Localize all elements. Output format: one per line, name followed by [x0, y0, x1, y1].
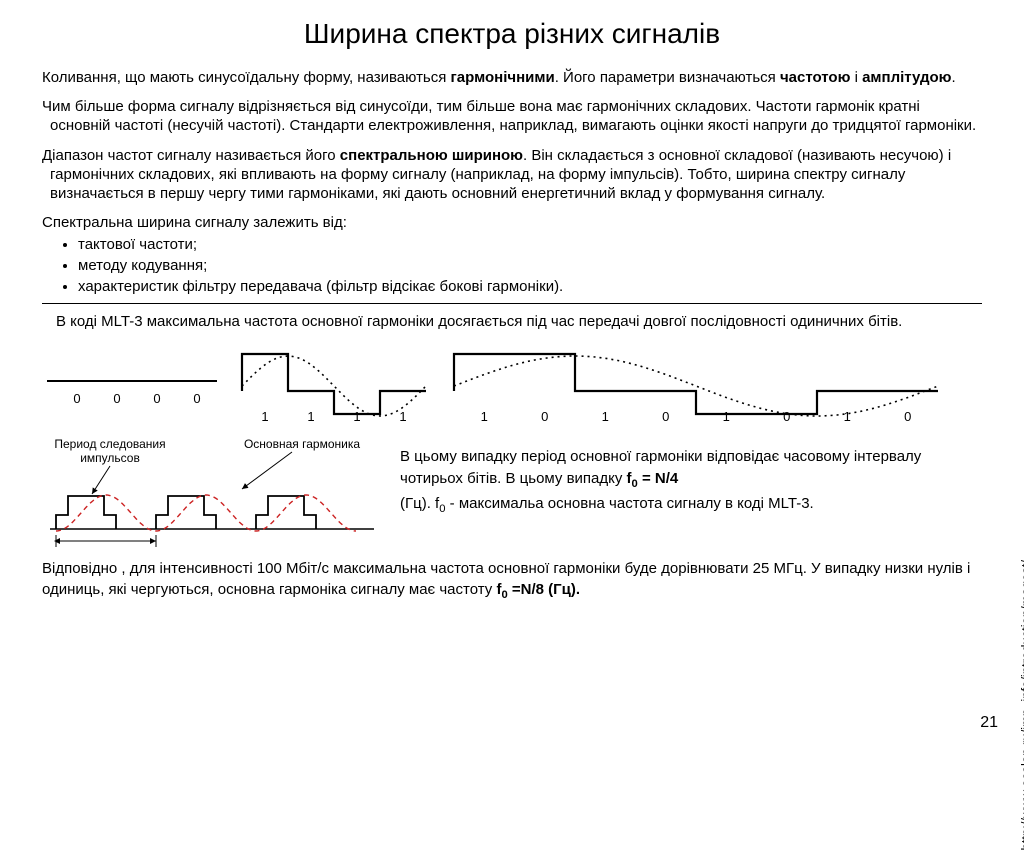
bullet-list: тактової частоти; методу кодування; хара… — [42, 234, 982, 297]
para-4: Спектральна ширина сигналу залежить від: — [42, 213, 982, 232]
svg-text:0: 0 — [153, 391, 160, 406]
divider — [42, 303, 982, 304]
harmonic-explain: В цьому випадку період основної гармонік… — [400, 434, 982, 518]
waveform-zeros: 0 0 0 0 — [42, 336, 222, 426]
source-url: http://www.ecolan.ru/imp_info/introducti… — [1018, 560, 1024, 850]
svg-text:1: 1 — [261, 409, 268, 424]
svg-text:0: 0 — [662, 409, 669, 424]
svg-text:0: 0 — [193, 391, 200, 406]
svg-text:1: 1 — [602, 409, 609, 424]
svg-text:Период следования: Период следования — [54, 437, 165, 451]
list-item: характеристик фільтру передавача (фільтр… — [78, 276, 982, 297]
svg-text:0: 0 — [113, 391, 120, 406]
para-3: Діапазон частот сигналу називається його… — [42, 146, 982, 204]
svg-text:1: 1 — [723, 409, 730, 424]
svg-text:импульсов: импульсов — [80, 451, 140, 465]
page-number: 21 — [980, 714, 998, 732]
mlt-note: В коді MLT-3 максимальна частота основно… — [42, 312, 982, 331]
waveform-alternating: 1 0 1 0 1 0 1 0 — [446, 336, 946, 426]
final-para: Відповідно , для інтенсивності 100 Мбіт/… — [42, 558, 982, 604]
svg-text:0: 0 — [73, 391, 80, 406]
page-title: Ширина спектра різних сигналів — [42, 18, 982, 50]
svg-text:Основная гармоника: Основная гармоника — [244, 437, 360, 451]
waveform-ones: 1 1 1 1 — [234, 336, 434, 426]
svg-text:0: 0 — [904, 409, 911, 424]
svg-text:0: 0 — [541, 409, 548, 424]
svg-text:1: 1 — [399, 409, 406, 424]
list-item: тактової частоти; — [78, 234, 982, 255]
para-1: Коливання, що мають синусоїдальну форму,… — [42, 68, 982, 87]
svg-text:0: 0 — [783, 409, 790, 424]
svg-text:1: 1 — [481, 409, 488, 424]
list-item: методу кодування; — [78, 255, 982, 276]
svg-text:1: 1 — [307, 409, 314, 424]
harmonic-diagram: Период следованияимпульсов Основная гармо… — [42, 434, 382, 554]
waveform-row: 0 0 0 0 1 1 1 1 1 0 1 0 1 0 1 0 — [42, 336, 982, 426]
svg-text:1: 1 — [353, 409, 360, 424]
para-2: Чим більше форма сигналу відрізняється в… — [42, 97, 982, 135]
svg-text:1: 1 — [844, 409, 851, 424]
